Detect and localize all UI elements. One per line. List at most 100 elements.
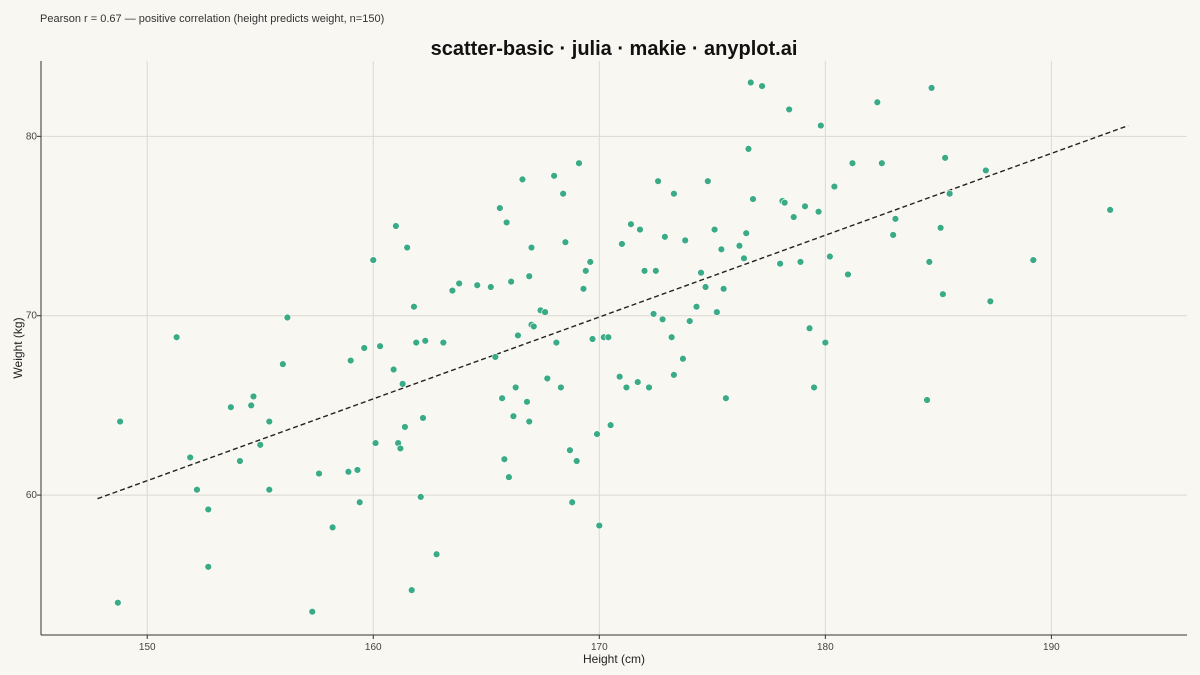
data-point <box>509 412 518 420</box>
data-point <box>315 469 323 478</box>
data-point <box>525 417 533 426</box>
data-point <box>369 256 377 264</box>
data-point <box>636 225 644 234</box>
data-point <box>670 190 678 198</box>
data-point <box>401 423 409 431</box>
data-point <box>681 236 689 245</box>
data-point <box>487 283 495 291</box>
data-point <box>550 172 558 180</box>
data-point <box>398 380 407 388</box>
data-point <box>817 121 825 130</box>
trend-layer <box>97 124 1129 500</box>
data-point <box>193 486 201 494</box>
data-point <box>432 550 441 558</box>
data-point <box>582 267 590 275</box>
data-point <box>518 175 527 184</box>
data-point <box>796 258 805 266</box>
data-point <box>360 344 368 352</box>
data-point <box>527 243 536 252</box>
data-point <box>645 383 653 392</box>
data-point <box>692 303 701 311</box>
data-point <box>830 182 839 191</box>
data-point <box>308 607 316 616</box>
data-point <box>735 242 744 250</box>
data-point <box>265 486 273 494</box>
data-point <box>172 333 181 341</box>
data-point <box>740 254 748 263</box>
data-point <box>559 190 567 198</box>
data-point <box>389 365 398 374</box>
data-point <box>525 272 533 280</box>
data-point <box>686 317 694 325</box>
grid-layer <box>41 61 1187 635</box>
data-point <box>421 337 429 345</box>
data-point <box>568 498 576 506</box>
data-point <box>566 446 574 454</box>
data-point <box>679 355 687 363</box>
data-point <box>821 338 830 347</box>
data-point <box>500 455 509 463</box>
points-layer <box>114 78 1114 616</box>
data-point <box>785 105 793 114</box>
data-point <box>604 333 613 341</box>
data-point <box>593 430 601 438</box>
data-point <box>586 258 594 266</box>
data-point <box>407 586 416 594</box>
data-point <box>749 195 757 203</box>
data-point <box>448 286 457 295</box>
data-point <box>615 373 624 381</box>
data-point <box>279 360 287 368</box>
x-tick-label: 150 <box>139 642 156 653</box>
data-point <box>236 457 244 465</box>
data-point <box>622 383 631 392</box>
data-point <box>742 229 750 237</box>
data-point <box>186 453 194 462</box>
data-point <box>265 417 273 426</box>
x-axis-label: Height (cm) <box>583 652 645 666</box>
data-point <box>491 353 500 361</box>
data-point <box>701 283 710 291</box>
data-point <box>575 159 583 167</box>
data-point <box>514 331 522 340</box>
data-point <box>710 225 719 234</box>
data-point <box>713 308 721 316</box>
data-point <box>844 270 852 279</box>
data-point <box>618 240 626 248</box>
data-point <box>789 213 798 221</box>
x-tick-label: 190 <box>1043 642 1060 653</box>
data-point <box>344 468 353 476</box>
data-point <box>697 268 705 277</box>
data-point <box>496 204 504 212</box>
data-point <box>579 285 588 293</box>
data-point <box>473 281 481 289</box>
data-point <box>925 258 934 266</box>
data-point <box>634 378 642 386</box>
data-point <box>848 159 857 167</box>
data-point <box>667 333 676 341</box>
data-point <box>403 243 411 252</box>
data-point <box>227 403 235 411</box>
data-point <box>814 207 823 216</box>
data-point <box>588 335 597 343</box>
data-point <box>346 356 355 365</box>
data-point <box>658 315 667 323</box>
data-point <box>717 245 726 254</box>
data-point <box>114 599 122 607</box>
data-point <box>640 267 649 275</box>
data-point <box>561 238 570 246</box>
data-point <box>417 493 425 501</box>
data-point <box>541 308 549 316</box>
data-point <box>353 466 362 474</box>
data-point <box>552 338 561 347</box>
data-point <box>936 224 945 232</box>
data-point <box>776 259 784 268</box>
data-point <box>419 414 427 422</box>
data-point <box>392 222 400 230</box>
data-point <box>1029 256 1037 264</box>
chart-title: scatter-basic · julia · makie · anyplot.… <box>431 38 798 60</box>
data-point <box>758 82 766 90</box>
data-point <box>371 439 380 447</box>
data-point <box>941 154 949 162</box>
